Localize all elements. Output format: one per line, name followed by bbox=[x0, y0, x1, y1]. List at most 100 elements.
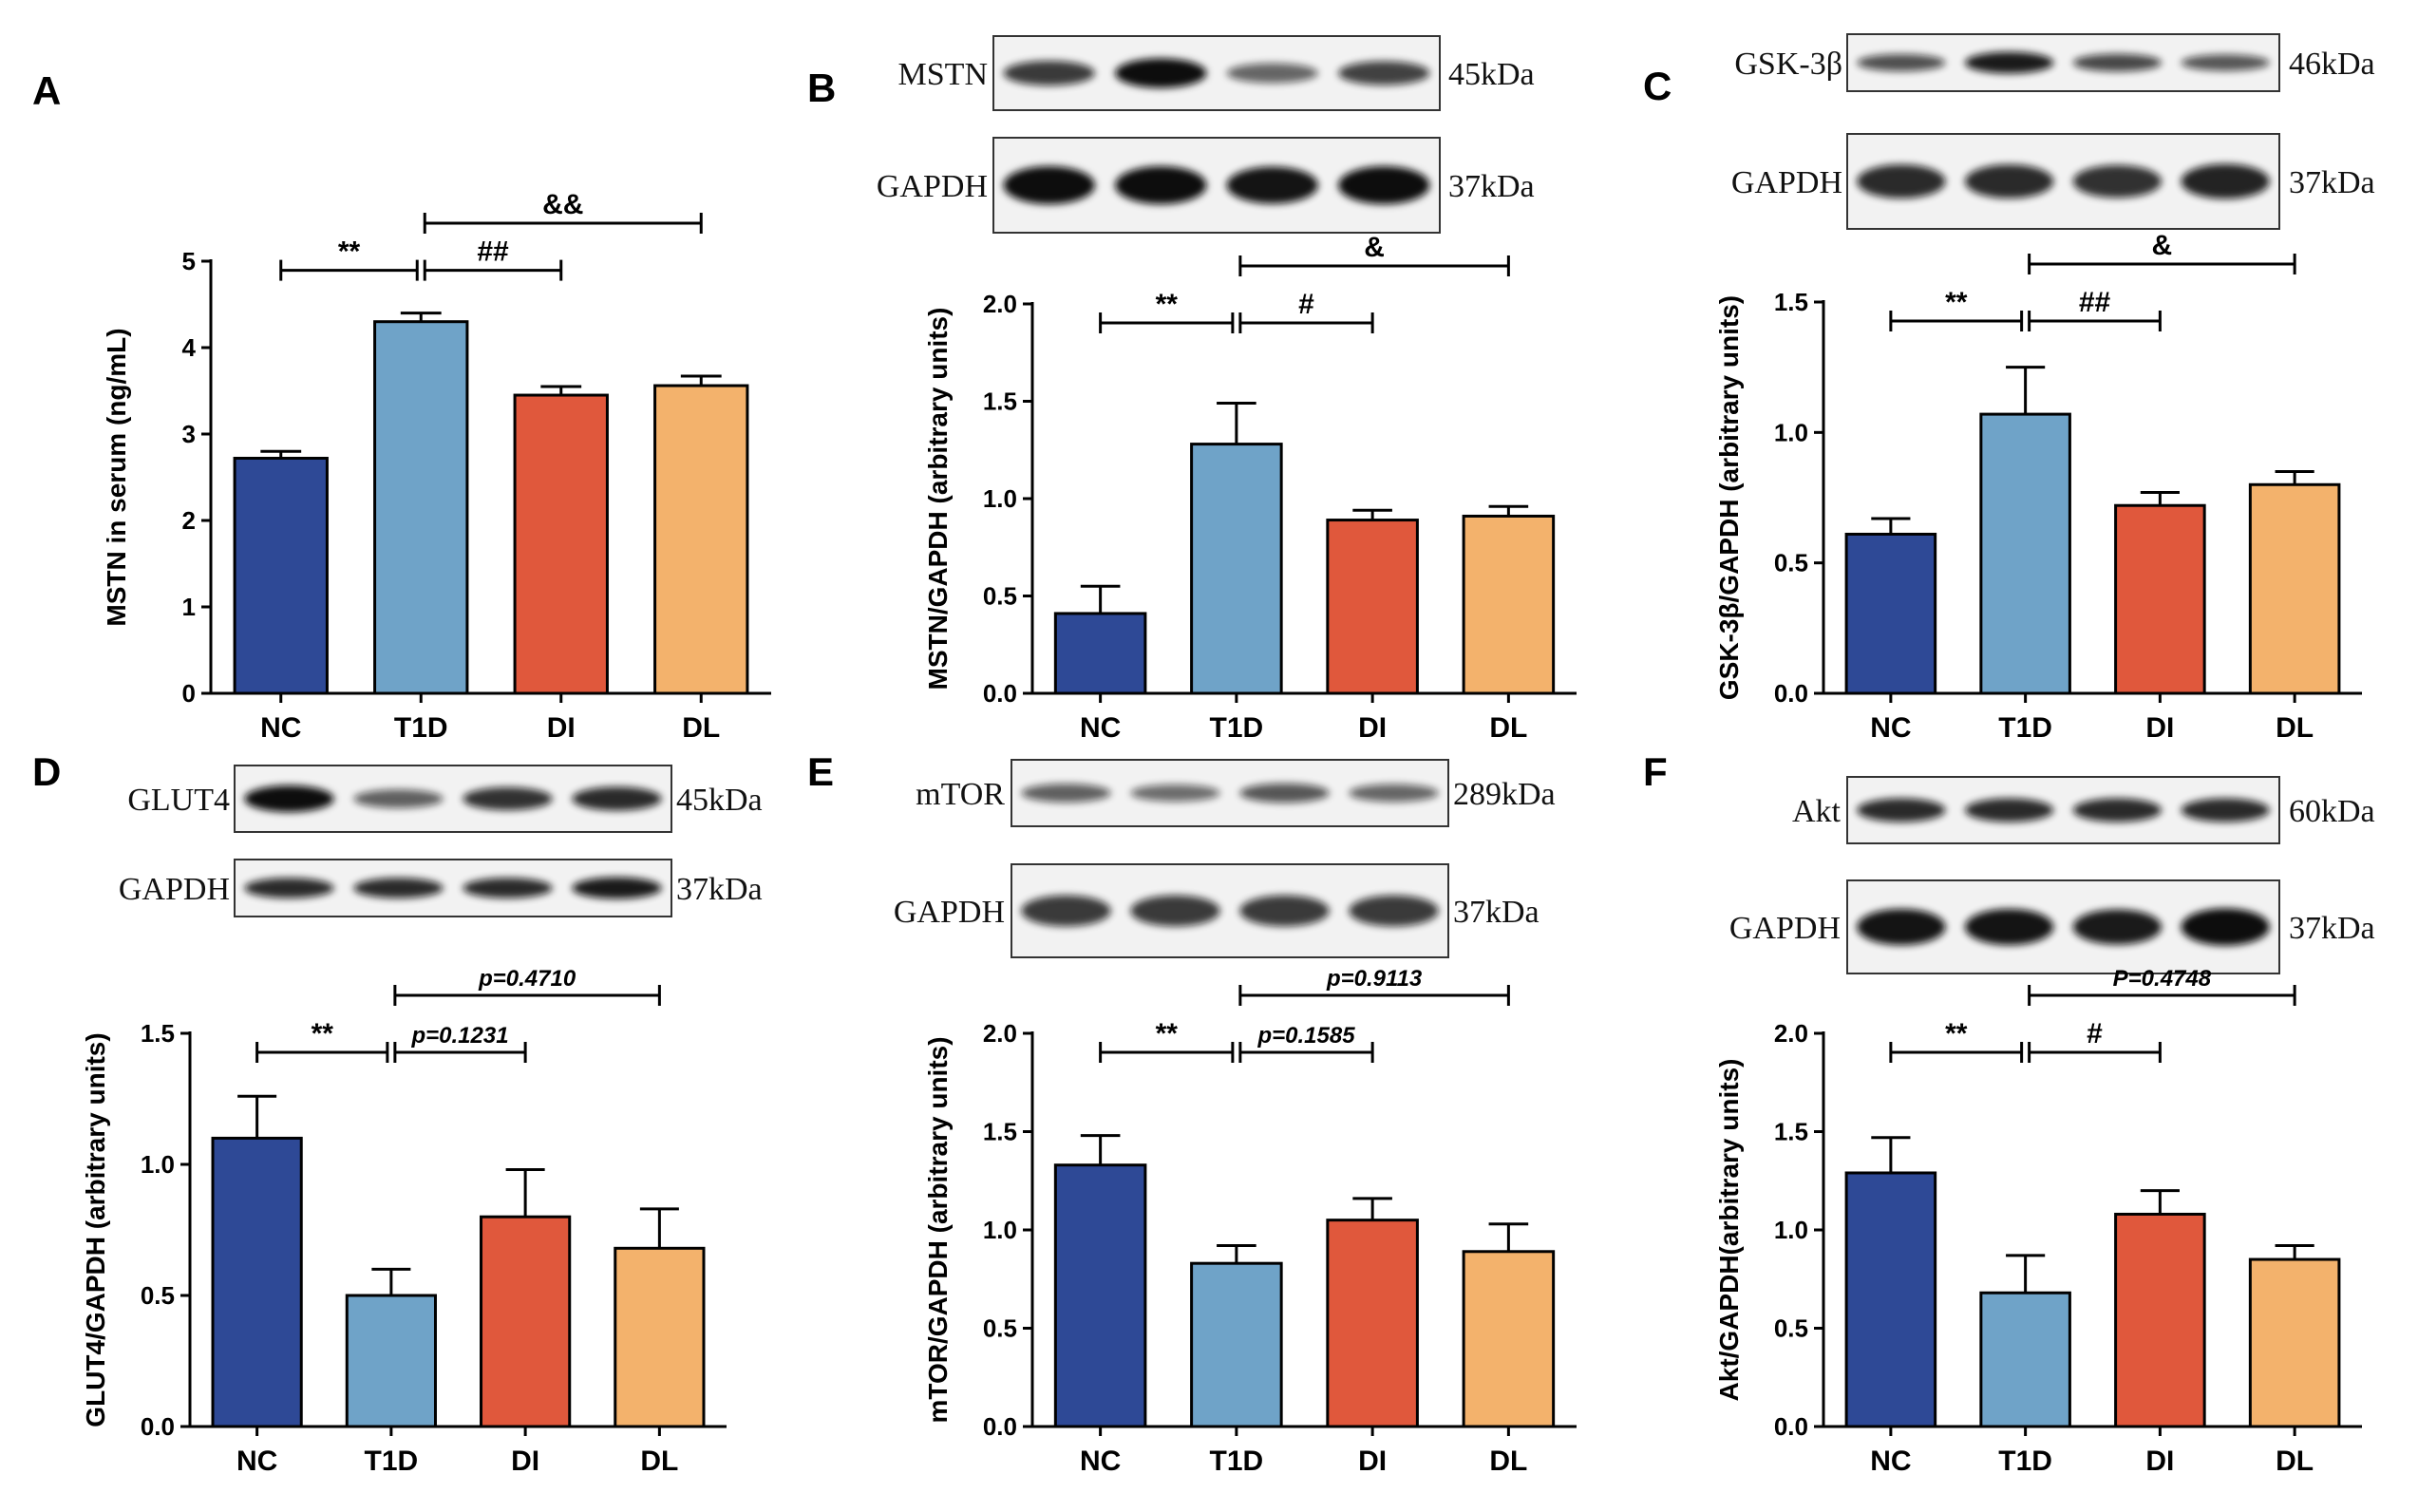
y-tick-label: 0.5 bbox=[983, 1314, 1017, 1343]
blot-band bbox=[244, 785, 334, 812]
bar-DL bbox=[2248, 1257, 2341, 1428]
panel-F: F Akt 60kDa GAPDH 37kDa 0.0 0.5 1.0 1.5 2.0 Akt/GA… bbox=[1643, 749, 2375, 1477]
blot-kda: 45kDa bbox=[1448, 57, 1535, 92]
significance-bracket: p=0.4710 bbox=[393, 966, 661, 1006]
x-tick-label: DL bbox=[1489, 712, 1527, 744]
significance-label: # bbox=[2087, 1018, 2103, 1049]
significance-bracket: ## bbox=[2028, 287, 2162, 331]
significance-label: & bbox=[2152, 230, 2173, 261]
y-tick-label: 0.5 bbox=[983, 582, 1017, 611]
y-tick-label: 1.0 bbox=[1774, 418, 1808, 446]
blot-band bbox=[1239, 783, 1330, 803]
bar-DL bbox=[653, 384, 749, 695]
blot-label: mTOR bbox=[916, 777, 1005, 812]
blot-band bbox=[572, 786, 662, 811]
bar-NC bbox=[1053, 1163, 1147, 1428]
bar-T1D bbox=[1190, 1261, 1283, 1428]
blot-row: GLUT4 45kDa bbox=[127, 765, 763, 833]
blot-label: GAPDH bbox=[119, 872, 230, 907]
blot-band bbox=[1964, 164, 2054, 198]
blot-band bbox=[2181, 54, 2270, 71]
bar-DI bbox=[513, 393, 609, 695]
blot-label: GAPDH bbox=[877, 169, 988, 204]
y-tick-label: 3 bbox=[182, 420, 196, 448]
blot-row: GAPDH 37kDa bbox=[1729, 879, 2375, 974]
y-axis-label: mTOR/GAPDH (arbitrary units) bbox=[923, 1036, 953, 1423]
blot-kda: 289kDa bbox=[1453, 777, 1556, 812]
panel-letter: A bbox=[32, 68, 61, 113]
blot-band bbox=[1003, 60, 1095, 86]
blot-band bbox=[244, 878, 334, 898]
x-tick-label: T1D bbox=[1998, 1446, 2052, 1477]
significance-label: P=0.4748 bbox=[2113, 966, 2212, 992]
blot-kda: 37kDa bbox=[2289, 911, 2375, 946]
y-axis-label: GLUT4/GAPDH (arbitrary units) bbox=[81, 1032, 110, 1427]
significance-label: # bbox=[1298, 289, 1314, 320]
y-tick-label: 1.0 bbox=[983, 1216, 1017, 1244]
x-tick-label: T1D bbox=[1210, 1446, 1264, 1477]
bar-DI bbox=[1326, 1219, 1419, 1428]
y-tick-label: 4 bbox=[182, 333, 197, 362]
blot-label: GSK-3β bbox=[1734, 47, 1842, 82]
significance-label: p=0.4710 bbox=[478, 966, 576, 992]
blot-band bbox=[1338, 61, 1430, 85]
blot-band bbox=[1021, 895, 1111, 927]
y-tick-label: 2 bbox=[182, 506, 196, 535]
blot-row: MSTN 45kDa bbox=[898, 35, 1535, 111]
bar-T1D bbox=[1190, 443, 1283, 695]
blot-kda: 60kDa bbox=[2289, 794, 2375, 829]
blot-band bbox=[2072, 53, 2163, 72]
significance-label: ** bbox=[1156, 289, 1179, 320]
blot-band bbox=[1349, 784, 1439, 803]
significance-label: & bbox=[1364, 232, 1385, 263]
x-tick-label: T1D bbox=[1998, 712, 2052, 744]
panel-letter: C bbox=[1643, 64, 1672, 108]
y-tick-label: 2.0 bbox=[1774, 1019, 1808, 1048]
blot-band bbox=[353, 878, 444, 898]
significance-bracket: && bbox=[423, 189, 703, 234]
bar-NC bbox=[1844, 1171, 1937, 1428]
significance-bracket: # bbox=[2028, 1018, 2162, 1063]
panel-letter: E bbox=[807, 749, 834, 794]
significance-bracket: ## bbox=[423, 236, 563, 281]
blot-row: GAPDH 37kDa bbox=[1731, 133, 2375, 230]
blot-kda: 37kDa bbox=[676, 872, 763, 907]
blot-label: MSTN bbox=[898, 57, 988, 92]
blot-band bbox=[2072, 909, 2163, 945]
x-tick-label: DI bbox=[2145, 1446, 2174, 1477]
x-tick-label: NC bbox=[1870, 712, 1911, 744]
x-tick-label: T1D bbox=[394, 712, 448, 744]
significance-bracket: & bbox=[1238, 232, 1510, 276]
panel-B: B MSTN 45kDa GAPDH 37kDa 0.0 0.5 1.0 1.5 2.0 MSTN/… bbox=[807, 35, 1577, 744]
bar-DI bbox=[1326, 519, 1419, 695]
y-axis-label: MSTN in serum (ng/mL) bbox=[102, 328, 131, 626]
blot-band bbox=[572, 877, 662, 899]
significance-bracket: ** bbox=[279, 236, 419, 281]
blot-band bbox=[1857, 798, 1946, 822]
blot-band bbox=[1857, 908, 1946, 946]
blot-band bbox=[353, 789, 444, 808]
blot-band bbox=[2181, 908, 2270, 946]
significance-bracket: & bbox=[2028, 230, 2296, 274]
blot-band bbox=[1964, 798, 2054, 822]
y-axis-label: Akt/GAPDH(arbitrary units) bbox=[1714, 1059, 1744, 1402]
blot-label: GAPDH bbox=[1731, 165, 1842, 200]
x-tick-label: T1D bbox=[365, 1446, 419, 1477]
blot-band bbox=[1349, 895, 1439, 927]
blot-row: GAPDH 37kDa bbox=[119, 859, 763, 917]
bar-NC bbox=[233, 456, 329, 695]
bar-DI bbox=[2114, 503, 2206, 695]
y-tick-label: 2.0 bbox=[983, 290, 1017, 318]
blot-band bbox=[1003, 166, 1095, 204]
y-tick-label: 1.0 bbox=[141, 1150, 175, 1179]
significance-label: p=0.1231 bbox=[410, 1023, 508, 1049]
blot-label: GAPDH bbox=[894, 895, 1005, 930]
bar-DI bbox=[480, 1215, 572, 1428]
y-tick-label: 0.5 bbox=[1774, 549, 1808, 577]
y-tick-label: 1.5 bbox=[1774, 288, 1808, 316]
blot-band bbox=[1964, 51, 2054, 74]
significance-bracket: p=0.1231 bbox=[393, 1023, 527, 1063]
significance-bracket: p=0.1585 bbox=[1238, 1023, 1374, 1063]
x-tick-label: DL bbox=[1489, 1446, 1527, 1477]
